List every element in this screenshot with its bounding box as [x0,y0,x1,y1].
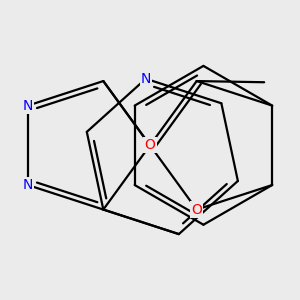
Text: N: N [22,99,33,112]
Text: O: O [145,138,155,152]
Text: O: O [191,202,202,217]
Text: N: N [141,72,151,86]
Text: N: N [22,178,33,192]
